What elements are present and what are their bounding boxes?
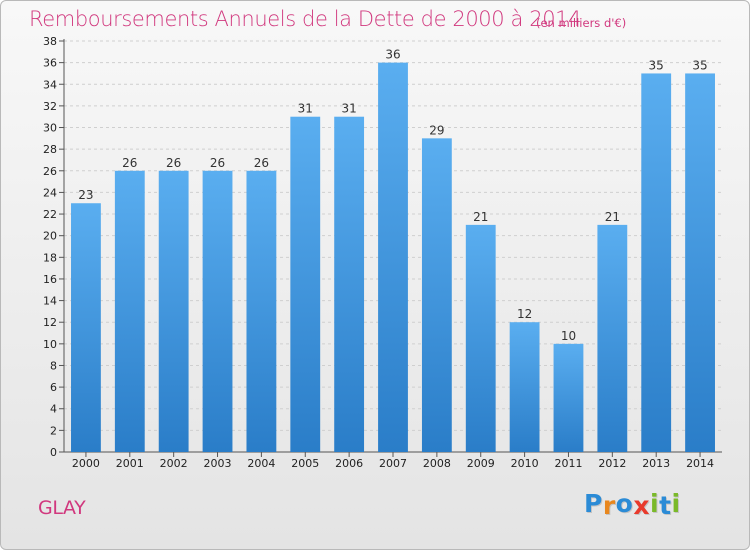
y-tick-label: 6 <box>50 381 57 394</box>
data-label: 12 <box>517 307 532 321</box>
y-tick-label: 2 <box>50 424 57 437</box>
y-tick-label: 26 <box>43 165 57 178</box>
y-tick-label: 30 <box>43 122 57 135</box>
y-tick-label: 18 <box>43 251 57 264</box>
data-label: 26 <box>166 156 181 170</box>
data-label: 29 <box>429 123 444 137</box>
data-label: 35 <box>692 58 707 72</box>
bar <box>421 138 452 452</box>
logo-letter: P <box>584 489 603 518</box>
x-tick-label: 2001 <box>116 457 144 470</box>
bar <box>553 343 584 452</box>
x-tick-label: 2004 <box>247 457 275 470</box>
logo-letter: o <box>615 489 634 518</box>
bar <box>465 224 496 452</box>
y-tick-label: 12 <box>43 316 57 329</box>
x-tick-label: 2003 <box>204 457 232 470</box>
bar <box>158 170 189 452</box>
data-label: 23 <box>78 188 93 202</box>
x-tick-label: 2009 <box>467 457 495 470</box>
x-tick-label: 2002 <box>160 457 188 470</box>
bar <box>334 116 365 453</box>
y-tick-label: 0 <box>50 446 57 459</box>
x-tick-label: 2006 <box>335 457 363 470</box>
x-tick-label: 2011 <box>554 457 582 470</box>
y-tick-label: 4 <box>50 403 57 416</box>
data-label: 36 <box>385 48 400 62</box>
y-tick-label: 24 <box>43 186 57 199</box>
bar <box>290 116 321 453</box>
bar <box>641 73 672 453</box>
logo-letter: x <box>633 491 650 520</box>
bars <box>71 62 715 453</box>
bar <box>246 170 277 452</box>
data-label: 26 <box>210 156 225 170</box>
y-tick-label: 14 <box>43 295 57 308</box>
y-tick-label: 8 <box>50 359 57 372</box>
data-label: 31 <box>298 102 313 116</box>
bar <box>71 203 101 452</box>
y-tick-label: 22 <box>43 208 57 221</box>
bar <box>685 73 715 453</box>
y-tick-label: 36 <box>43 57 57 70</box>
x-tick-label: 2013 <box>642 457 670 470</box>
bar <box>597 224 628 452</box>
data-label: 10 <box>561 329 576 343</box>
y-tick-label: 20 <box>43 230 57 243</box>
y-tick-label: 34 <box>43 78 57 91</box>
y-tick-label: 10 <box>43 338 57 351</box>
data-label: 21 <box>605 210 620 224</box>
chart-title: Remboursements Annuels de la Dette de 20… <box>29 7 582 31</box>
chart-subtitle: (en milliers d'€) <box>536 16 627 30</box>
logo-letter: r <box>602 491 616 520</box>
data-labels: 23 26 26 26 26 31 31 36 29 21 12 10 21 35 35 <box>78 48 707 343</box>
data-label: 31 <box>341 102 356 116</box>
bar <box>378 62 408 452</box>
x-tick-label: 2012 <box>598 457 626 470</box>
data-label: 35 <box>649 58 664 72</box>
x-tick-label: 2008 <box>423 457 451 470</box>
commune-name: GLAY <box>38 497 86 519</box>
logo-letter: t <box>659 491 672 520</box>
x-tick-label: 2000 <box>72 457 100 470</box>
bar <box>509 322 540 452</box>
x-tick-label: 2010 <box>511 457 539 470</box>
data-label: 26 <box>254 156 269 170</box>
logo-letter: i <box>671 489 681 518</box>
y-tick-label: 32 <box>43 100 57 113</box>
y-tick-label: 16 <box>43 273 57 286</box>
x-tick-label: 2007 <box>379 457 407 470</box>
data-label: 21 <box>473 210 488 224</box>
data-label: 26 <box>122 156 137 170</box>
y-tick-label: 38 <box>43 35 57 48</box>
logo-letter: i <box>650 489 660 518</box>
bar <box>202 170 233 452</box>
x-tick-label: 2005 <box>291 457 319 470</box>
x-tick-label: 2014 <box>686 457 714 470</box>
bar <box>114 170 145 452</box>
y-tick-label: 28 <box>43 143 57 156</box>
proxiti-logo: Proxiti <box>584 489 681 520</box>
